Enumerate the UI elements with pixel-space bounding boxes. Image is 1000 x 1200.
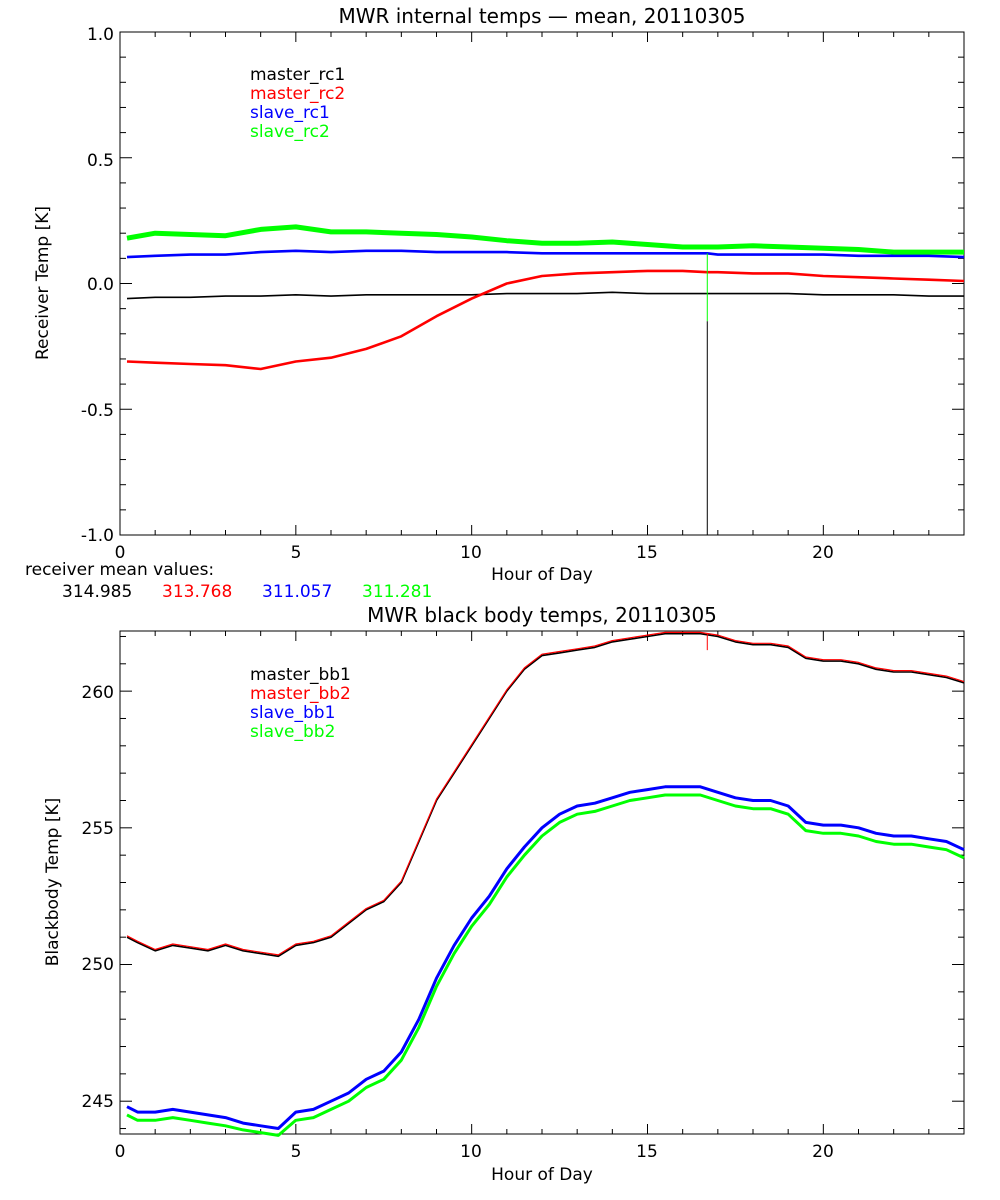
axis-ticks [119,31,965,536]
y-tick-labels: 1.0 0.5 0.0 -0.5 -1.0 [81,25,114,546]
series-lines [126,631,965,1137]
legend: master_rc1 master_rc2 slave_rc1 slave_rc… [250,65,345,142]
legend-entry: master_rc2 [250,84,345,104]
x-tick-label: 20 [812,1142,834,1162]
chart-title: MWR black body temps, 20110305 [367,603,717,627]
x-tick-label: 20 [812,543,834,563]
mean-value: 314.985 [62,582,132,602]
legend-entry: slave_bb1 [250,703,335,723]
mean-value: 311.281 [362,582,432,602]
plot-frame [119,31,965,536]
series-slave_rc1 [126,249,965,259]
x-axis-label: Hour of Day [491,1165,593,1185]
y-axis-label: Blackbody Temp [K] [43,798,63,967]
plot-frame [119,630,965,1135]
series-master_rc1 [126,291,964,300]
y-tick-label: 255 [82,819,114,839]
receiver-temp-chart: MWR internal temps — mean, 20110305 0 5 … [33,4,965,585]
legend-entry: master_rc1 [250,65,345,85]
chart-title: MWR internal temps — mean, 20110305 [338,4,745,28]
y-tick-labels: 260 255 250 245 [82,683,114,1112]
x-tick-label: 10 [460,543,482,563]
receiver-mean-values: receiver mean values: 314.985 313.768 31… [25,560,432,602]
y-tick-label: 245 [82,1092,114,1112]
series-master_rc2 [126,269,965,371]
blackbody-temp-chart: MWR black body temps, 20110305 0 5 10 15… [43,603,965,1185]
series-master_bb1 [126,632,965,958]
mean-value: 311.057 [262,582,332,602]
x-axis-label: Hour of Day [491,565,593,585]
y-tick-label: 0.0 [87,275,114,295]
x-tick-label: 0 [115,543,126,563]
series-lines [126,224,965,371]
x-tick-label: 5 [291,1142,302,1162]
series-slave_bb2 [126,793,965,1137]
series-master_bb2 [126,631,965,956]
legend-entry: master_bb2 [250,684,351,704]
y-tick-label: -1.0 [81,526,114,546]
axis-ticks [119,631,965,1134]
y-tick-label: 260 [82,683,114,703]
mean-value: 313.768 [162,582,232,602]
y-tick-label: -0.5 [81,401,114,421]
legend-entry: master_bb1 [250,665,351,685]
x-tick-label: 10 [460,1142,482,1162]
y-tick-label: 250 [82,955,114,975]
mean-values-label: receiver mean values: [25,560,214,580]
series-slave_bb1 [126,785,965,1130]
y-tick-label: 0.5 [87,151,114,171]
x-tick-labels: 0 5 10 15 20 [115,1142,834,1162]
legend: master_bb1 master_bb2 slave_bb1 slave_bb… [250,665,351,742]
x-tick-label: 15 [636,1142,658,1162]
legend-entry: slave_bb2 [250,722,335,742]
x-tick-label: 5 [291,543,302,563]
x-tick-labels: 0 5 10 15 20 [115,543,834,563]
legend-entry: slave_rc2 [250,122,330,142]
y-axis-label: Receiver Temp [K] [33,206,53,360]
legend-entry: slave_rc1 [250,103,330,123]
x-tick-label: 0 [115,1142,126,1162]
x-tick-label: 15 [636,543,658,563]
y-tick-label: 1.0 [87,25,114,45]
series-slave_rc2 [126,224,964,255]
